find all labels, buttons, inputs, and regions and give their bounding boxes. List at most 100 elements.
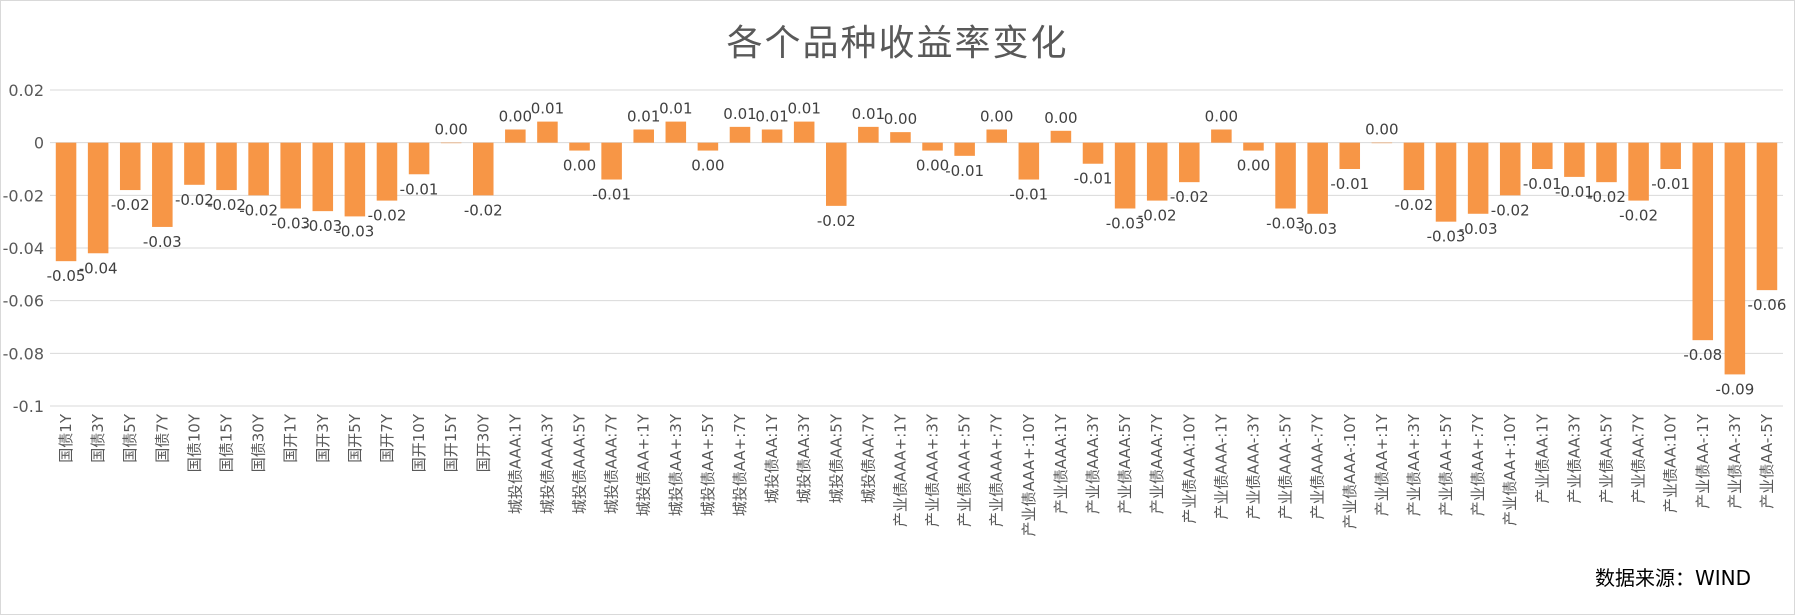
x-tick-label: 城投债AAA:5Y xyxy=(571,413,589,514)
data-label: -0.01 xyxy=(1009,186,1048,204)
bar xyxy=(216,142,237,191)
bar xyxy=(858,126,879,143)
bar xyxy=(569,142,590,151)
bar xyxy=(729,126,751,143)
y-tick-label: -0.08 xyxy=(3,344,44,363)
x-tick-label: 产业债AA:10Y xyxy=(1662,413,1680,513)
bar xyxy=(825,142,847,206)
data-label: -0.02 xyxy=(1587,188,1626,206)
data-label: -0.01 xyxy=(400,180,439,198)
bar xyxy=(1339,142,1361,169)
y-tick-label: -0.02 xyxy=(3,186,44,205)
x-tick-label: 城投债AA:7Y xyxy=(859,413,877,503)
data-label: 0.01 xyxy=(852,105,885,123)
data-label: 0.00 xyxy=(884,110,917,128)
bar xyxy=(184,142,205,185)
data-label: 0.00 xyxy=(1205,108,1238,126)
x-tick-label: 产业债AAA-:7Y xyxy=(1309,413,1327,519)
bar xyxy=(87,142,109,254)
bar xyxy=(697,142,719,151)
x-tick-label: 国债15Y xyxy=(218,413,236,472)
data-label: -0.01 xyxy=(1651,175,1690,193)
y-tick-label: -0.04 xyxy=(3,239,44,258)
data-label: -0.08 xyxy=(1683,346,1722,364)
bar xyxy=(1660,142,1681,169)
x-tick-label: 产业债AAA-:10Y xyxy=(1341,413,1359,529)
x-tick-label: 产业债AA+:3Y xyxy=(1405,413,1423,516)
x-tick-label: 国债5Y xyxy=(121,413,139,463)
data-label: -0.02 xyxy=(111,196,150,214)
bar xyxy=(1564,142,1585,177)
x-tick-label: 城投债AA+:7Y xyxy=(731,413,749,516)
x-tick-label: 城投债AAA:7Y xyxy=(603,413,621,514)
x-tick-label: 产业债AAA:7Y xyxy=(1148,413,1166,514)
x-tick-label: 国开5Y xyxy=(346,413,364,463)
data-label: -0.03 xyxy=(303,217,342,235)
bar xyxy=(344,142,366,217)
bar xyxy=(890,132,911,143)
x-tick-label: 国开7Y xyxy=(378,413,396,463)
source-note: 数据来源：WIND xyxy=(1594,566,1751,590)
data-label: 0.00 xyxy=(1237,157,1270,175)
y-tick-label: -0.1 xyxy=(13,397,44,416)
bar xyxy=(1146,142,1168,201)
bar xyxy=(1756,142,1778,291)
bar xyxy=(633,129,654,143)
x-tick-label: 产业债AAA+:7Y xyxy=(988,413,1006,527)
x-tick-label: 城投债AA:1Y xyxy=(763,413,781,503)
data-label: 0.00 xyxy=(691,157,724,175)
data-label: -0.02 xyxy=(464,201,503,219)
data-label: -0.02 xyxy=(207,196,246,214)
x-tick-label: 产业债AA-:1Y xyxy=(1694,413,1712,509)
data-label: -0.02 xyxy=(1170,188,1209,206)
bar xyxy=(1724,142,1746,375)
bar xyxy=(1467,142,1489,214)
x-tick-label: 国债10Y xyxy=(185,413,203,472)
data-label: 0.01 xyxy=(659,100,692,118)
data-label: 0.00 xyxy=(563,157,596,175)
x-tick-label: 产业债AAA-:5Y xyxy=(1277,413,1295,519)
bar xyxy=(1050,130,1072,143)
x-tick-label: 产业债AA+:7Y xyxy=(1469,413,1487,516)
bar xyxy=(472,142,494,196)
bar xyxy=(1532,142,1553,169)
x-tick-label: 城投债AA:3Y xyxy=(795,413,813,503)
data-label: -0.03 xyxy=(143,233,182,251)
bar xyxy=(280,142,301,209)
x-tick-label: 产业债AAA:10Y xyxy=(1180,413,1198,523)
x-tick-label: 产业债AA-:5Y xyxy=(1758,413,1776,509)
x-tick-label: 城投债AAA:3Y xyxy=(538,413,556,514)
bar xyxy=(537,121,558,143)
bar xyxy=(55,142,77,262)
x-tick-label: 产业债AA+:10Y xyxy=(1501,413,1519,526)
bar xyxy=(119,142,141,191)
data-label: 0.00 xyxy=(916,157,949,175)
data-label: 0.00 xyxy=(980,108,1013,126)
data-label: -0.02 xyxy=(1395,196,1434,214)
x-tick-label: 产业债AA:7Y xyxy=(1630,413,1648,503)
bar xyxy=(408,142,430,175)
bar xyxy=(1403,142,1425,191)
bar xyxy=(1692,142,1714,341)
bar xyxy=(1211,129,1232,143)
data-label: -0.02 xyxy=(1619,207,1658,225)
bar xyxy=(601,142,622,180)
data-label: -0.05 xyxy=(47,267,86,285)
x-tick-label: 国债30Y xyxy=(250,413,268,472)
data-label: -0.01 xyxy=(1074,170,1113,188)
x-tick-label: 产业债AAA+:10Y xyxy=(1020,413,1038,536)
data-label: 0.01 xyxy=(627,108,660,126)
x-tick-label: 产业债AAA+:1Y xyxy=(891,413,909,527)
x-tick-label: 城投债AA+:1Y xyxy=(635,413,653,516)
y-tick-label: -0.06 xyxy=(3,292,44,311)
bar xyxy=(1179,142,1200,183)
data-label: -0.03 xyxy=(335,222,374,240)
data-label: 0.01 xyxy=(531,100,564,118)
data-label: 0.01 xyxy=(755,108,788,126)
y-tick-label: 0.02 xyxy=(8,81,44,100)
bar xyxy=(1275,142,1296,209)
x-tick-label: 产业债AAA-:1Y xyxy=(1212,413,1230,519)
bar xyxy=(761,129,783,143)
bar xyxy=(248,142,269,196)
